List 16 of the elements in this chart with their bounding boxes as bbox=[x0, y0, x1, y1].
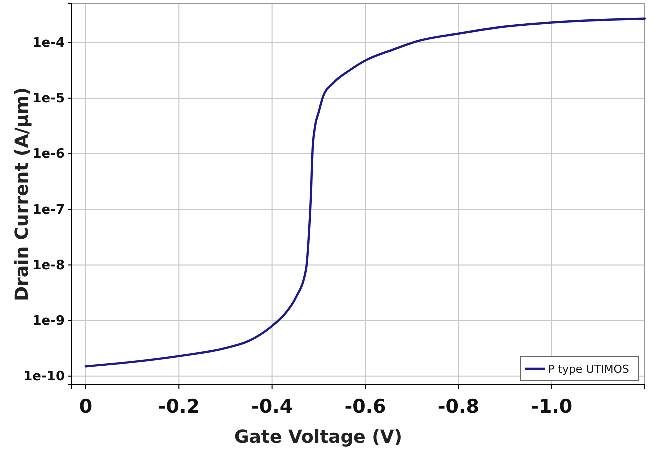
y-tick-label: 1e-6 bbox=[32, 147, 65, 162]
x-axis-title: Gate Voltage (V) bbox=[234, 427, 402, 448]
y-tick-label: 1e-7 bbox=[32, 202, 65, 218]
x-tick-label: -0.6 bbox=[344, 396, 386, 418]
y-tick-label: 1e-8 bbox=[32, 258, 65, 274]
y-tick-label: 1e-9 bbox=[32, 314, 65, 329]
y-tick-label: 1e-10 bbox=[24, 370, 65, 385]
y-axis-title: Drain Current (A/μm) bbox=[12, 88, 33, 302]
x-tick-label: -0.2 bbox=[158, 396, 200, 418]
legend-label: P type UTIMOS bbox=[548, 363, 630, 376]
x-tick-label: 0 bbox=[79, 396, 93, 418]
y-tick-label: 1e-5 bbox=[32, 92, 65, 107]
y-tick-label: 1e-4 bbox=[32, 36, 65, 52]
x-tick-label: -0.4 bbox=[252, 396, 294, 418]
x-tick-label: -1.0 bbox=[531, 396, 573, 418]
x-tick-label: -0.8 bbox=[438, 396, 480, 418]
